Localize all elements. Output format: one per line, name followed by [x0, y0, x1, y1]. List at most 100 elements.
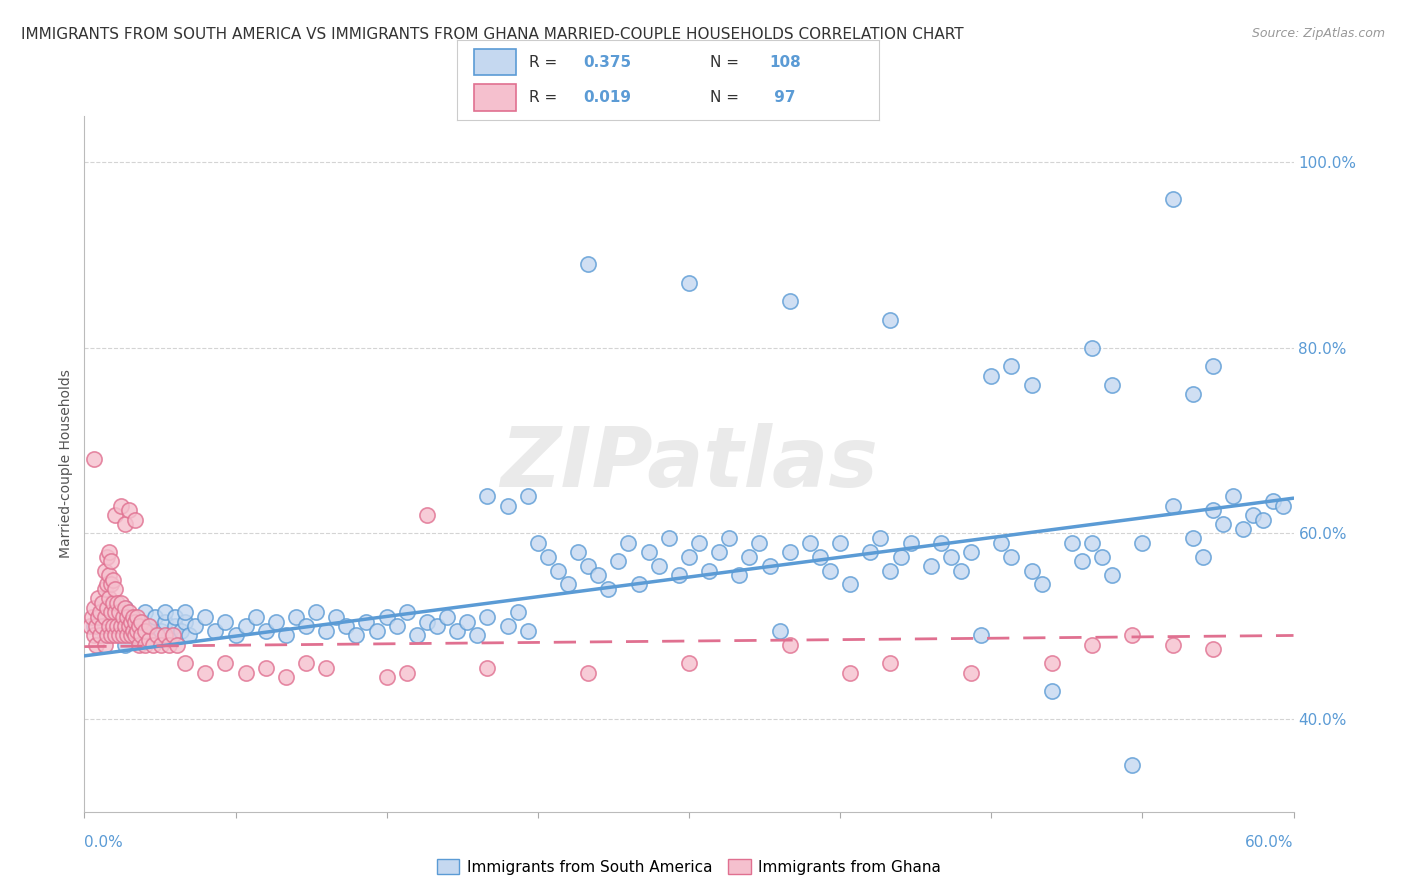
Point — [174, 605, 197, 619]
Point — [658, 531, 681, 545]
Point — [114, 619, 136, 633]
Point — [1081, 638, 1104, 652]
Point — [1130, 535, 1153, 549]
Point — [830, 535, 852, 549]
Point — [214, 657, 236, 671]
Point — [174, 657, 197, 671]
Point — [179, 628, 201, 642]
Point — [274, 628, 297, 642]
Point — [709, 545, 731, 559]
Point — [617, 535, 640, 549]
Point — [104, 624, 127, 638]
Point — [86, 638, 108, 652]
Point — [100, 605, 122, 619]
Point — [104, 628, 127, 642]
Point — [900, 535, 922, 549]
Point — [138, 619, 160, 633]
Point — [1181, 531, 1204, 545]
Point — [97, 568, 120, 582]
Point — [101, 573, 124, 587]
Point — [477, 489, 499, 503]
Point — [315, 624, 337, 638]
Point — [93, 582, 115, 596]
Point — [93, 610, 115, 624]
Point — [114, 517, 136, 532]
Point — [879, 564, 901, 578]
Point — [496, 619, 519, 633]
Point — [839, 665, 862, 680]
Point — [107, 628, 129, 642]
Point — [1091, 549, 1114, 564]
Point — [799, 535, 821, 549]
Point — [143, 628, 166, 642]
Point — [385, 619, 408, 633]
Point — [416, 508, 439, 522]
Point — [537, 549, 560, 564]
Point — [375, 610, 398, 624]
Point — [668, 568, 690, 582]
Point — [166, 638, 188, 652]
Point — [89, 628, 111, 642]
Point — [118, 605, 141, 619]
Point — [96, 577, 118, 591]
Point — [1212, 517, 1234, 532]
Point — [125, 610, 148, 624]
Point — [194, 610, 217, 624]
Point — [184, 619, 207, 633]
Point — [1202, 503, 1225, 517]
Y-axis label: Married-couple Households: Married-couple Households — [59, 369, 73, 558]
Text: R =: R = — [529, 90, 562, 105]
Point — [97, 619, 120, 633]
Point — [83, 452, 105, 467]
Point — [96, 600, 118, 615]
Point — [118, 610, 141, 624]
Point — [1021, 378, 1043, 392]
Point — [274, 670, 297, 684]
Text: Source: ZipAtlas.com: Source: ZipAtlas.com — [1251, 27, 1385, 40]
Text: ZIPatlas: ZIPatlas — [501, 424, 877, 504]
Point — [375, 670, 398, 684]
Point — [1040, 657, 1063, 671]
Point — [264, 615, 287, 629]
Point — [118, 503, 141, 517]
Point — [1272, 499, 1295, 513]
Point — [779, 294, 801, 309]
Point — [111, 610, 134, 624]
Point — [960, 545, 983, 559]
Point — [688, 535, 710, 549]
Point — [588, 568, 610, 582]
Point — [576, 665, 599, 680]
Point — [970, 628, 993, 642]
Point — [607, 554, 630, 568]
Point — [839, 577, 862, 591]
Point — [91, 619, 114, 633]
Point — [748, 535, 770, 549]
Point — [1232, 522, 1254, 536]
Point — [697, 564, 720, 578]
Point — [960, 665, 983, 680]
Point — [637, 545, 659, 559]
Text: 108: 108 — [769, 54, 801, 70]
Point — [93, 564, 115, 578]
Point — [96, 628, 118, 642]
Point — [950, 564, 973, 578]
Point — [598, 582, 620, 596]
Point — [100, 577, 122, 591]
Point — [818, 564, 841, 578]
Point — [567, 545, 589, 559]
Point — [110, 499, 132, 513]
Point — [496, 499, 519, 513]
Point — [728, 568, 751, 582]
Point — [214, 615, 236, 629]
Point — [920, 558, 942, 573]
Point — [121, 610, 143, 624]
Point — [758, 558, 780, 573]
Point — [138, 619, 160, 633]
Point — [738, 549, 761, 564]
Point — [1161, 193, 1184, 207]
Point — [87, 591, 110, 606]
Point — [118, 619, 141, 633]
Point — [143, 610, 166, 624]
Point — [366, 624, 388, 638]
Point — [89, 605, 111, 619]
